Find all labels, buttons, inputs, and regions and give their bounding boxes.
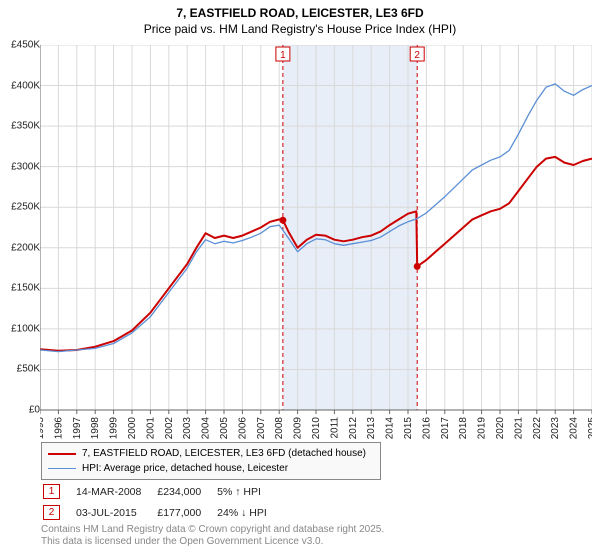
chart-svg: 1 2 1995 1996 1997 1998 1999 2000 2001 2002 2003 20… xyxy=(40,45,592,440)
sale-point xyxy=(279,217,286,224)
xtick-label: 2011 xyxy=(329,417,340,439)
xtick-label: 2005 xyxy=(219,417,230,440)
xtick-label: 2025 xyxy=(587,417,592,440)
tx-date: 03-JUL-2015 xyxy=(76,503,155,522)
xtick-label: 2024 xyxy=(569,417,580,440)
marker-tag: 1 xyxy=(276,47,290,61)
attribution: Contains HM Land Registry data © Crown c… xyxy=(41,524,384,548)
title-line2: Price paid vs. HM Land Registry's House … xyxy=(0,22,600,38)
transaction-row: 2 03-JUL-2015£177,00024% ↓ HPI xyxy=(43,503,281,522)
ytick-label: £100K xyxy=(4,323,40,334)
svg-text:1: 1 xyxy=(280,50,286,61)
xtick-label: 2017 xyxy=(440,417,451,440)
transactions-table: 1 14-MAR-2008£234,0005% ↑ HPI 2 03-JUL-2015… xyxy=(41,480,283,524)
xtick-label: 2001 xyxy=(145,417,156,440)
xtick-label: 2021 xyxy=(513,417,524,440)
marker-badge: 2 xyxy=(43,505,60,520)
ytick-label: £450K xyxy=(4,40,40,51)
tx-delta: 5% ↑ HPI xyxy=(217,482,281,501)
xtick-label: 2008 xyxy=(274,417,285,440)
legend-item: 7, EASTFIELD ROAD, LEICESTER, LE3 6FD (d… xyxy=(48,446,374,461)
tx-price: £177,000 xyxy=(157,503,215,522)
xtick-label: 2018 xyxy=(458,417,469,440)
xtick-label: 1998 xyxy=(90,417,101,440)
marker-tag: 2 xyxy=(410,47,424,61)
xtick-label: 2009 xyxy=(293,417,304,440)
tx-price: £234,000 xyxy=(157,482,215,501)
legend: 7, EASTFIELD ROAD, LEICESTER, LE3 6FD (d… xyxy=(41,442,381,480)
marker-badge: 1 xyxy=(43,484,60,499)
ytick-label: £400K xyxy=(4,80,40,91)
ytick-label: £50K xyxy=(4,364,40,375)
xtick-label: 2019 xyxy=(477,417,488,440)
xtick-label: 2020 xyxy=(495,417,506,440)
chart-plot-area: 1219951996199719981999200020012002200320… xyxy=(40,45,592,410)
ytick-label: £350K xyxy=(4,121,40,132)
xtick-label: 2000 xyxy=(127,417,138,440)
ytick-label: £250K xyxy=(4,202,40,213)
ytick-label: £0 xyxy=(4,405,40,416)
xtick-label: 2022 xyxy=(532,417,543,440)
xtick-label: 2007 xyxy=(256,417,267,440)
xtick-label: 1996 xyxy=(53,417,64,440)
ytick-label: £150K xyxy=(4,283,40,294)
xtick-label: 2016 xyxy=(421,417,432,440)
legend-item: HPI: Average price, detached house, Leic… xyxy=(48,461,374,476)
attribution-line1: Contains HM Land Registry data © Crown c… xyxy=(41,524,384,536)
sale-point xyxy=(414,263,421,270)
legend-label: HPI: Average price, detached house, Leic… xyxy=(82,463,288,474)
xtick-label: 2013 xyxy=(366,417,377,440)
ytick-label: £300K xyxy=(4,161,40,172)
xtick-label: 1995 xyxy=(40,417,46,440)
legend-label: 7, EASTFIELD ROAD, LEICESTER, LE3 6FD (d… xyxy=(82,448,366,459)
xtick-label: 2023 xyxy=(550,417,561,440)
ytick-label: £200K xyxy=(4,242,40,253)
tx-delta: 24% ↓ HPI xyxy=(217,503,281,522)
legend-swatch xyxy=(48,453,76,455)
legend-swatch xyxy=(48,468,76,469)
xtick-label: 2014 xyxy=(385,417,396,440)
attribution-line2: This data is licensed under the Open Gov… xyxy=(41,536,384,548)
xtick-label: 2012 xyxy=(348,417,359,440)
xtick-label: 2015 xyxy=(403,417,414,440)
xtick-label: 1999 xyxy=(109,417,120,440)
xtick-label: 2010 xyxy=(311,417,322,440)
transaction-row: 1 14-MAR-2008£234,0005% ↑ HPI xyxy=(43,482,281,501)
title-line1: 7, EASTFIELD ROAD, LEICESTER, LE3 6FD xyxy=(0,6,600,22)
xtick-label: 2004 xyxy=(201,417,212,440)
xtick-label: 2006 xyxy=(237,417,248,440)
xtick-label: 2003 xyxy=(182,417,193,440)
chart-title: 7, EASTFIELD ROAD, LEICESTER, LE3 6FD Pr… xyxy=(0,0,600,37)
svg-text:2: 2 xyxy=(414,50,420,61)
xtick-label: 2002 xyxy=(164,417,175,440)
xtick-label: 1997 xyxy=(72,417,83,440)
tx-date: 14-MAR-2008 xyxy=(76,482,155,501)
